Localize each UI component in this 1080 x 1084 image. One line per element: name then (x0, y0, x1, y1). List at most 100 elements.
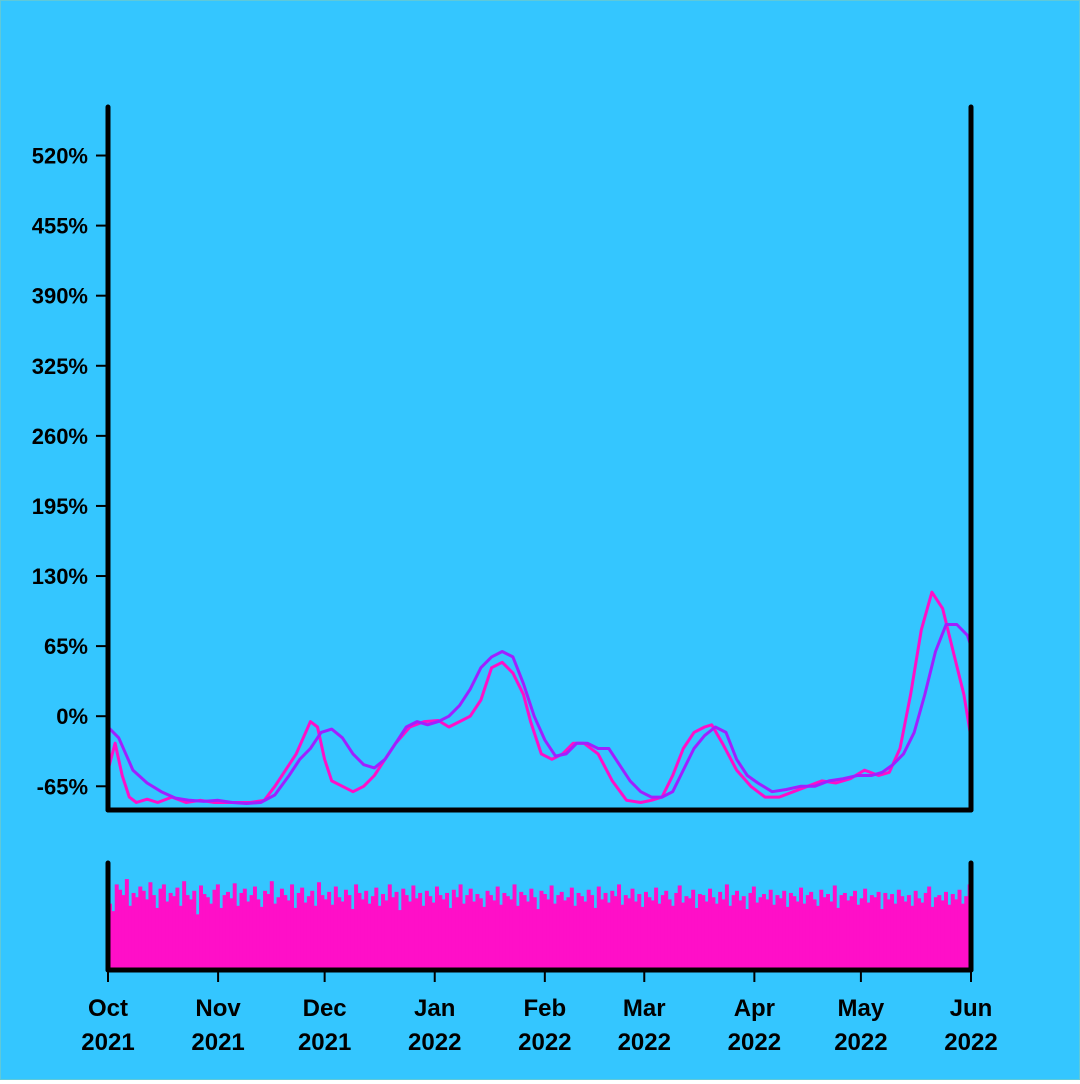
volume-bar (644, 891, 648, 970)
volume-bar (259, 906, 264, 970)
volume-bar (370, 896, 375, 970)
volume-bar (340, 901, 345, 970)
volume-bar (755, 902, 760, 970)
volume-bar (381, 894, 386, 970)
volume-bar (718, 891, 723, 970)
volume-bar (586, 889, 591, 970)
volume-bar (579, 896, 584, 970)
x-tick-label-month: Oct (88, 995, 128, 1022)
volume-bar (768, 889, 773, 970)
volume-bar (134, 897, 139, 970)
volume-bar (775, 895, 780, 970)
volume-bar (199, 885, 203, 970)
volume-bar (168, 892, 173, 970)
volume-bar (323, 899, 328, 970)
y-tick-label: 325% (32, 354, 88, 379)
volume-bar (519, 891, 524, 970)
volume-bar (960, 903, 965, 970)
volume-bar (172, 896, 177, 970)
volume-bar (856, 904, 861, 970)
volume-bar (215, 884, 220, 970)
volume-bar (539, 890, 544, 970)
volume-bar (350, 909, 355, 970)
volume-bar (640, 906, 645, 970)
volume-bar (893, 903, 898, 970)
volume-bar (492, 900, 497, 970)
volume-bar (822, 897, 827, 970)
volume-bar (445, 892, 450, 970)
volume-bar (879, 909, 884, 970)
volume-bar (923, 892, 928, 970)
x-tick-label-year: 2022 (944, 1029, 997, 1056)
volume-bar (148, 882, 153, 970)
volume-bar (556, 895, 561, 970)
volume-bar (802, 903, 807, 970)
volume-bar (209, 903, 214, 970)
volume-bar (387, 884, 392, 970)
volume-bar (910, 905, 915, 970)
x-tick-label-year: 2021 (191, 1029, 244, 1056)
volume-bar (677, 885, 682, 970)
volume-bar (374, 887, 379, 970)
volume-bar (145, 899, 150, 970)
volume-bar (485, 890, 490, 970)
volume-bar (637, 894, 642, 970)
volume-bar (347, 895, 352, 970)
volume-bar (256, 899, 261, 970)
volume-bar (563, 900, 568, 970)
volume-bar (124, 879, 129, 970)
volume-bar (869, 895, 874, 970)
volume-bar (748, 892, 753, 970)
volume-bar (239, 892, 244, 970)
volume-bar (249, 895, 254, 970)
volume-bar (873, 897, 878, 970)
volume-bar (313, 905, 318, 970)
x-tick-label-month: Apr (734, 995, 775, 1022)
volume-bar (222, 895, 227, 970)
volume-bar (657, 903, 662, 970)
volume-bar (414, 898, 419, 970)
volume-bar (505, 896, 510, 970)
volume-bar (448, 907, 453, 970)
volume-bar (472, 901, 477, 970)
volume-bar (252, 886, 257, 970)
volume-bar (488, 895, 493, 970)
volume-bar (188, 899, 193, 970)
volume-bar (782, 890, 787, 970)
volume-bar (772, 904, 777, 970)
volume-plot (105, 860, 974, 973)
volume-bar (266, 894, 271, 970)
volume-bar (795, 901, 800, 970)
volume-bar (121, 895, 126, 970)
volume-bar (654, 887, 659, 970)
volume-bar (495, 886, 500, 970)
volume-bar (367, 903, 372, 970)
volume-bar (883, 892, 888, 970)
volume-bar (674, 892, 679, 970)
volume-bar (809, 891, 814, 970)
volume-bar (155, 907, 160, 970)
volume-bar (404, 895, 409, 970)
volume-bar (842, 892, 847, 970)
volume-bar (306, 896, 311, 970)
volume-bar (333, 886, 338, 970)
volume-bar (219, 907, 224, 970)
volume-bar (906, 895, 911, 970)
volume-bar (242, 888, 247, 970)
volume-bar (964, 896, 969, 970)
volume-bar (384, 900, 389, 970)
x-tick-label-month: Jun (950, 995, 993, 1022)
volume-bar (114, 884, 119, 970)
volume-bar (566, 897, 571, 970)
volume-bar (606, 902, 611, 970)
volume-bar (293, 907, 298, 970)
volume-bar (502, 892, 507, 970)
volume-bar (529, 888, 534, 970)
volume-bar (357, 892, 362, 970)
volume-bar (465, 895, 470, 970)
volume-bar (512, 884, 517, 970)
volume-bar (590, 895, 595, 970)
volume-bar (192, 890, 197, 970)
volume-bar (701, 895, 706, 970)
volume-bar (903, 901, 908, 970)
